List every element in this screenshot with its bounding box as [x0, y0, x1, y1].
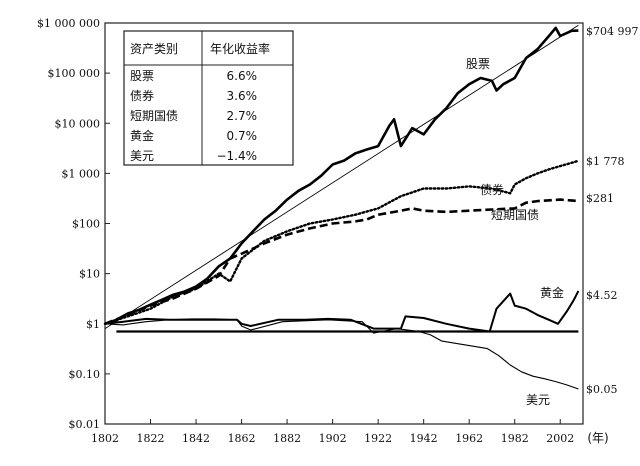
end-value-label: $4.52	[586, 289, 618, 302]
end-value-label: $1 778	[586, 155, 625, 168]
table-cell-asset: 美元	[130, 149, 154, 163]
series-label-stocks: 股票	[466, 57, 490, 71]
y-axis: $1 000 000 $100 000 $10 000 $1 000 $100 $10 $1…	[37, 17, 110, 431]
table-cell-return: 6.6%	[227, 69, 258, 83]
table-cell-asset: 股票	[130, 69, 154, 83]
y-tick-label: $100 000	[48, 67, 101, 80]
y-tick-label: $1 000	[62, 167, 101, 180]
series-label-bills: 短期国债	[491, 208, 539, 222]
trend-line	[104, 24, 579, 329]
x-tick-label: 1802	[91, 432, 119, 445]
table-header: 年化收益率	[210, 41, 270, 56]
end-value-label: $704 997	[586, 25, 639, 38]
table-cell-return: 0.7%	[227, 129, 258, 143]
series-layer	[103, 24, 580, 390]
table-cell-return: −1.4%	[216, 149, 257, 163]
x-tick-label: 1962	[455, 432, 483, 445]
x-unit-label: (年)	[587, 431, 608, 445]
x-tick-label: 1922	[364, 432, 392, 445]
y-tick-label: $1	[86, 318, 100, 331]
x-tick-label: 1842	[182, 432, 210, 445]
x-tick-label: 1882	[273, 432, 301, 445]
series-label-gold: 黄金	[540, 285, 564, 300]
x-tick-label: 1822	[137, 432, 165, 445]
x-tick-label: 2002	[546, 432, 574, 445]
x-tick-label: 1902	[319, 432, 347, 445]
y-tick-label: $1 000 000	[37, 17, 100, 30]
y-tick-label: $0.10	[69, 368, 101, 381]
y-tick-label: $10 000	[55, 117, 101, 130]
gold-line	[104, 290, 580, 333]
x-tick-label: 1942	[410, 432, 438, 445]
y-tick-label: $0.01	[69, 418, 101, 431]
y-tick-label: $100	[72, 218, 100, 231]
end-value-label: $0.05	[586, 383, 618, 396]
table-cell-return: 2.7%	[227, 109, 258, 123]
x-tick-label: 1862	[228, 432, 256, 445]
table-header: 资产类别	[130, 42, 178, 56]
end-value-label: $281	[586, 192, 614, 205]
bonds-line	[103, 159, 580, 325]
x-tick-label: 1982	[501, 432, 529, 445]
table-cell-asset: 短期国债	[130, 109, 178, 123]
y-tick-label: $10	[79, 268, 100, 281]
stocks-line	[104, 26, 579, 326]
bills-line	[104, 198, 579, 326]
series-label-bonds: 债券	[480, 182, 504, 197]
dollar-line	[104, 318, 579, 390]
series-label-dollar: 美元	[526, 393, 550, 407]
table-cell-asset: 债券	[130, 88, 154, 103]
x-axis: 1802 1822 1842 1862 1882 1902 1922 1942 1962 1982…	[91, 419, 609, 445]
table-cell-asset: 黄金	[130, 128, 154, 143]
table-cell-return: 3.6%	[227, 89, 258, 103]
table-border	[123, 30, 294, 166]
